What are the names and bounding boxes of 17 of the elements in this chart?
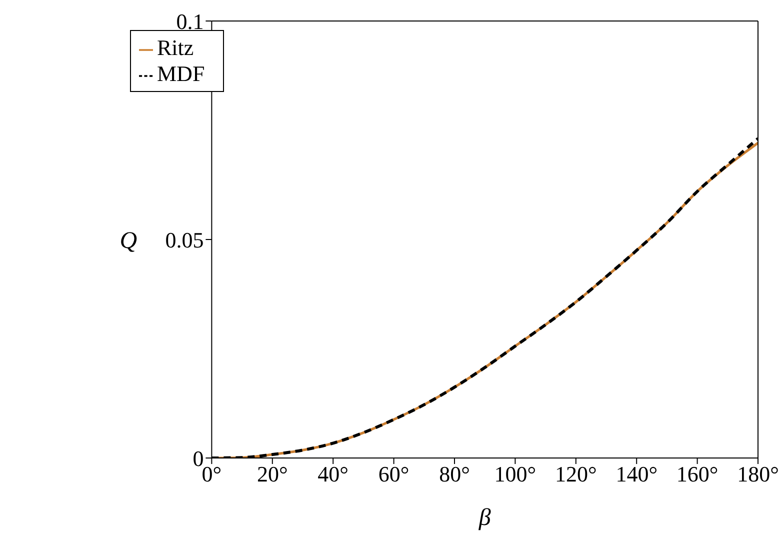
x-tick-label: 0° (202, 462, 222, 487)
x-tick-label: 180° (737, 462, 779, 487)
x-axis-title: β (478, 505, 491, 531)
x-tick-label: 160° (676, 462, 718, 487)
y-tick-label: 0.1 (176, 8, 204, 34)
y-axis-title: Q (120, 228, 138, 254)
x-tick-label: 140° (616, 462, 658, 487)
legend-label: Ritz (157, 35, 194, 60)
x-tick-label: 120° (554, 462, 597, 487)
y-tick-label: 0.05 (165, 227, 204, 252)
legend-label: MDF (157, 61, 205, 86)
x-tick-label: 40° (318, 462, 348, 487)
y-tick-label: 0 (192, 446, 204, 471)
x-tick-label: 80° (439, 462, 470, 487)
x-tick-label: 60° (378, 462, 410, 487)
x-tick-label: 20° (256, 462, 288, 487)
x-tick-label: 100° (494, 462, 536, 487)
